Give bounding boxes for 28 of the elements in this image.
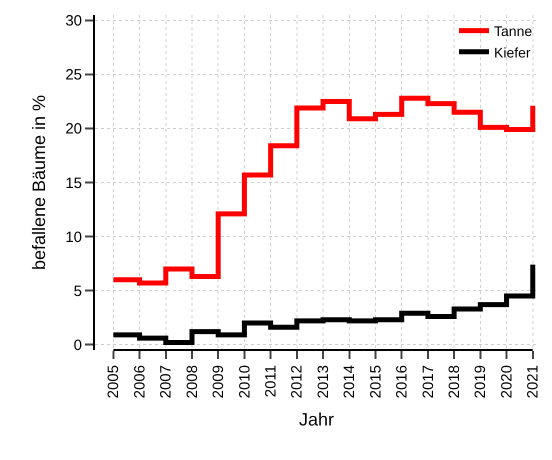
legend-label: Tanne xyxy=(494,23,532,40)
x-tick-label: 2007 xyxy=(158,365,175,398)
x-tick-label: 2018 xyxy=(446,365,463,398)
x-tick-label: 2008 xyxy=(184,365,201,398)
x-tick-label: 2020 xyxy=(498,365,516,398)
x-tick-label: 2015 xyxy=(367,365,384,398)
y-tick-label: 25 xyxy=(65,66,82,84)
y-axis-title: befallene Bäume in % xyxy=(29,94,50,270)
x-tick-label: 2012 xyxy=(288,365,306,398)
x-tick-label: 2005 xyxy=(105,365,122,398)
y-tick-label: 15 xyxy=(65,174,82,192)
y-tick-label: 5 xyxy=(74,282,82,300)
x-tick-label: 2017 xyxy=(420,365,437,398)
x-tick-label: 2013 xyxy=(314,365,332,398)
y-tick-label: 10 xyxy=(65,228,82,246)
y-tick-label: 0 xyxy=(74,336,82,354)
legend-label: Kiefer xyxy=(494,44,531,60)
y-tick-label: 30 xyxy=(65,12,82,30)
x-tick-label: 2006 xyxy=(131,365,148,398)
x-tick-label: 2010 xyxy=(236,365,254,398)
x-tick-label: 2021 xyxy=(524,365,542,398)
x-tick-label: 2016 xyxy=(394,365,411,398)
x-tick-label: 2014 xyxy=(341,365,358,398)
x-axis-title: Jahr xyxy=(298,409,334,430)
x-tick-label: 2011 xyxy=(262,365,280,398)
x-tick-label: 2019 xyxy=(472,365,490,398)
y-tick-label: 20 xyxy=(65,120,82,138)
x-tick-label: 2009 xyxy=(210,365,228,398)
